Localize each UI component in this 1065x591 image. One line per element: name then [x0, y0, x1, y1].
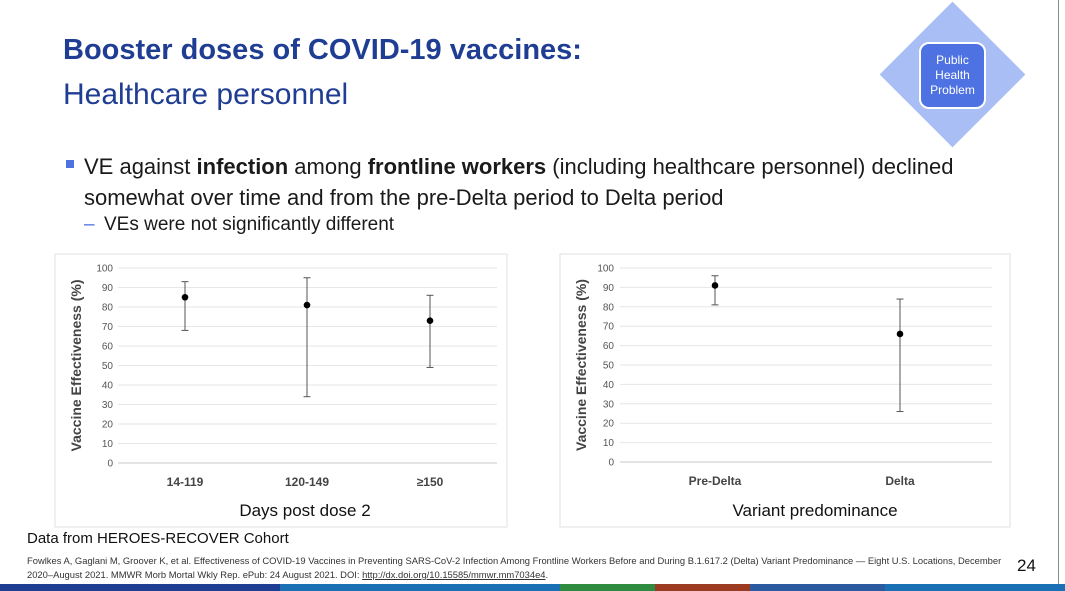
bullet-part: frontline workers [367, 154, 547, 179]
x-tick-label: ≥150 [417, 475, 444, 489]
y-tick-label: 20 [102, 420, 114, 431]
y-tick-label: 50 [603, 361, 615, 372]
strip-segment [0, 584, 280, 591]
y-tick-label: 10 [102, 439, 114, 450]
x-axis-title: Days post dose 2 [239, 501, 370, 520]
y-tick-label: 0 [107, 459, 113, 470]
data-point [896, 330, 904, 338]
x-tick-label: 120-149 [285, 475, 329, 489]
bullet-text: VE against infection among frontline wor… [84, 151, 1034, 213]
bottom-color-strip [0, 584, 1065, 591]
y-axis-title: Vaccine Effectiveness (%) [68, 280, 84, 452]
sub-bullet-text: VEs were not significantly different [104, 214, 395, 235]
citation: Fowlkes A, Gaglani M, Groover K, et al. … [27, 554, 1012, 582]
strip-segment [885, 584, 1065, 591]
data-source: Data from HEROES-RECOVER Cohort [27, 530, 289, 547]
chart-panel [559, 253, 1011, 528]
y-tick-label: 20 [603, 419, 615, 430]
data-point [303, 301, 311, 309]
slide-title: Booster doses of COVID-19 vaccines: [63, 34, 582, 66]
x-tick-label: Delta [885, 474, 915, 488]
y-tick-label: 70 [102, 322, 114, 333]
y-tick-label: 100 [597, 264, 614, 275]
y-tick-label: 30 [603, 399, 615, 410]
x-tick-label: 14-119 [167, 475, 204, 489]
sub-bullet-dash: – [84, 214, 95, 235]
y-tick-label: 30 [102, 400, 114, 411]
y-axis-title: Vaccine Effectiveness (%) [573, 279, 589, 451]
citation-end: . [545, 569, 549, 580]
y-tick-label: 40 [102, 381, 114, 392]
y-tick-label: 80 [102, 303, 114, 314]
page-number: 24 [1017, 556, 1036, 575]
y-tick-label: 50 [102, 361, 114, 372]
slide-subtitle: Healthcare personnel [63, 78, 349, 111]
bullet-part: among [288, 154, 368, 179]
y-tick-label: 40 [603, 380, 615, 391]
data-point [181, 293, 189, 301]
bullet-part: VE against [84, 154, 197, 179]
strip-segment [560, 584, 655, 591]
bullet-part: (including healthcare personnel) decline… [84, 154, 954, 210]
y-tick-label: 0 [608, 458, 614, 469]
data-point [711, 282, 719, 289]
strip-segment [280, 584, 560, 591]
x-axis-title: Variant predominance [732, 501, 897, 520]
citation-text: Fowlkes A, Gaglani M, Groover K, et al. … [27, 555, 1002, 580]
y-tick-label: 90 [102, 283, 114, 294]
bullet-part: infection [196, 154, 289, 179]
y-tick-label: 80 [603, 302, 615, 313]
y-tick-label: 60 [603, 341, 615, 352]
data-point [426, 317, 434, 324]
citation-doi-link[interactable]: http://dx.doi.org/10.15585/mmwr.mm7034e4 [362, 569, 546, 580]
strip-segment [655, 584, 750, 591]
y-tick-label: 10 [603, 438, 615, 449]
y-tick-label: 100 [96, 264, 113, 275]
y-tick-label: 60 [102, 342, 114, 353]
public-health-problem-badge: Public Health Problem [919, 42, 986, 109]
y-tick-label: 90 [603, 283, 615, 294]
x-tick-label: Pre-Delta [689, 474, 742, 488]
chart-panel [54, 253, 508, 528]
y-tick-label: 70 [603, 322, 615, 333]
strip-segment [750, 584, 885, 591]
bullet-square-icon [66, 160, 74, 168]
